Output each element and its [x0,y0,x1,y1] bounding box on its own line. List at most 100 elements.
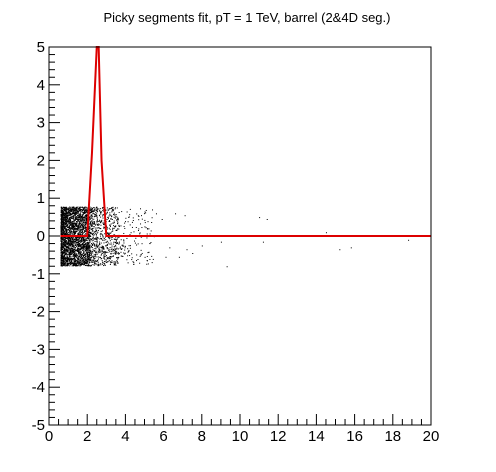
scatter-point [63,233,65,235]
scatter-point [73,230,75,232]
scatter-point [114,248,116,250]
scatter-point [102,251,104,253]
scatter-point [83,242,85,244]
scatter-point [136,260,138,262]
scatter-point [70,222,72,224]
scatter-point [61,244,63,246]
scatter-point [62,259,64,261]
scatter-point [74,256,76,258]
scatter-point [86,218,88,220]
scatter-point [145,227,147,229]
scatter-point [72,211,74,213]
scatter-point [78,217,80,219]
scatter-point [67,242,69,244]
scatter-point [79,225,81,227]
scatter-point [72,255,74,257]
scatter-point [64,263,66,265]
scatter-point [90,265,92,267]
scatter-point [78,260,80,262]
scatter-point [73,251,75,253]
scatter-point [114,251,116,253]
scatter-point [107,240,109,242]
scatter-point [96,238,98,240]
scatter-point [60,226,62,228]
scatter-point [65,230,67,232]
scatter-point [76,217,78,219]
scatter-point [113,220,115,222]
scatter-point [79,219,81,221]
scatter-point [66,260,68,262]
y-tick-label: -5 [32,417,45,434]
scatter-point [89,252,91,254]
scatter-point [78,210,80,212]
scatter-point [78,215,80,217]
scatter-point [62,242,64,244]
scatter-point [79,215,81,217]
scatter-point [121,244,123,246]
scatter-point [88,247,90,249]
scatter-point [95,252,97,254]
scatter-point [81,249,83,251]
scatter-point [72,258,74,260]
scatter-point [73,249,75,251]
scatter-point [84,225,86,227]
scatter-point [94,227,96,229]
scatter-point [86,212,88,214]
scatter-point [65,229,67,231]
scatter-point [89,253,91,255]
scatter-point [100,251,102,253]
scatter-point [74,231,76,233]
scatter-point [84,260,86,262]
scatter-point [86,262,88,264]
scatter-point [86,250,88,252]
scatter-point [111,256,113,258]
scatter-point [66,237,68,239]
scatter-point [63,246,65,248]
scatter-point [115,214,117,216]
scatter-point [83,251,85,253]
scatter-point [61,209,63,211]
scatter-point [115,243,117,245]
scatter-point [108,259,110,261]
scatter-point [65,215,67,217]
scatter-point [89,254,91,256]
scatter-point [118,252,120,254]
scatter-point [120,248,122,250]
scatter-point [92,223,94,225]
scatter-point [84,208,86,210]
scatter-point [93,244,95,246]
scatter-point [78,251,80,253]
scatter-point [77,239,79,241]
scatter-point [76,252,78,254]
scatter-point [63,217,65,219]
x-tick-label: 18 [384,428,401,445]
scatter-point [88,241,90,243]
scatter-point [74,236,76,238]
scatter-point [80,245,82,247]
scatter-point [114,217,116,219]
scatter-point [99,238,101,240]
scatter-point [86,244,88,246]
scatter-point [88,223,90,225]
scatter-point [64,218,66,220]
scatter-point [65,206,67,208]
scatter-point [81,246,83,248]
scatter-point [81,247,83,248]
scatter-point [80,217,82,219]
scatter-point [74,247,76,249]
scatter-point [74,254,76,256]
scatter-point [102,235,104,237]
scatter-point [95,237,97,239]
scatter-point [79,229,81,231]
scatter-point [95,233,97,235]
scatter-point [74,257,76,259]
scatter-point [78,251,80,253]
scatter-point [69,238,71,240]
scatter-point [103,239,105,241]
scatter-point [80,252,82,254]
scatter-point [83,220,85,222]
scatter-point [61,222,63,224]
scatter-point [67,226,69,228]
scatter-point [109,220,111,222]
scatter-point [73,213,75,215]
